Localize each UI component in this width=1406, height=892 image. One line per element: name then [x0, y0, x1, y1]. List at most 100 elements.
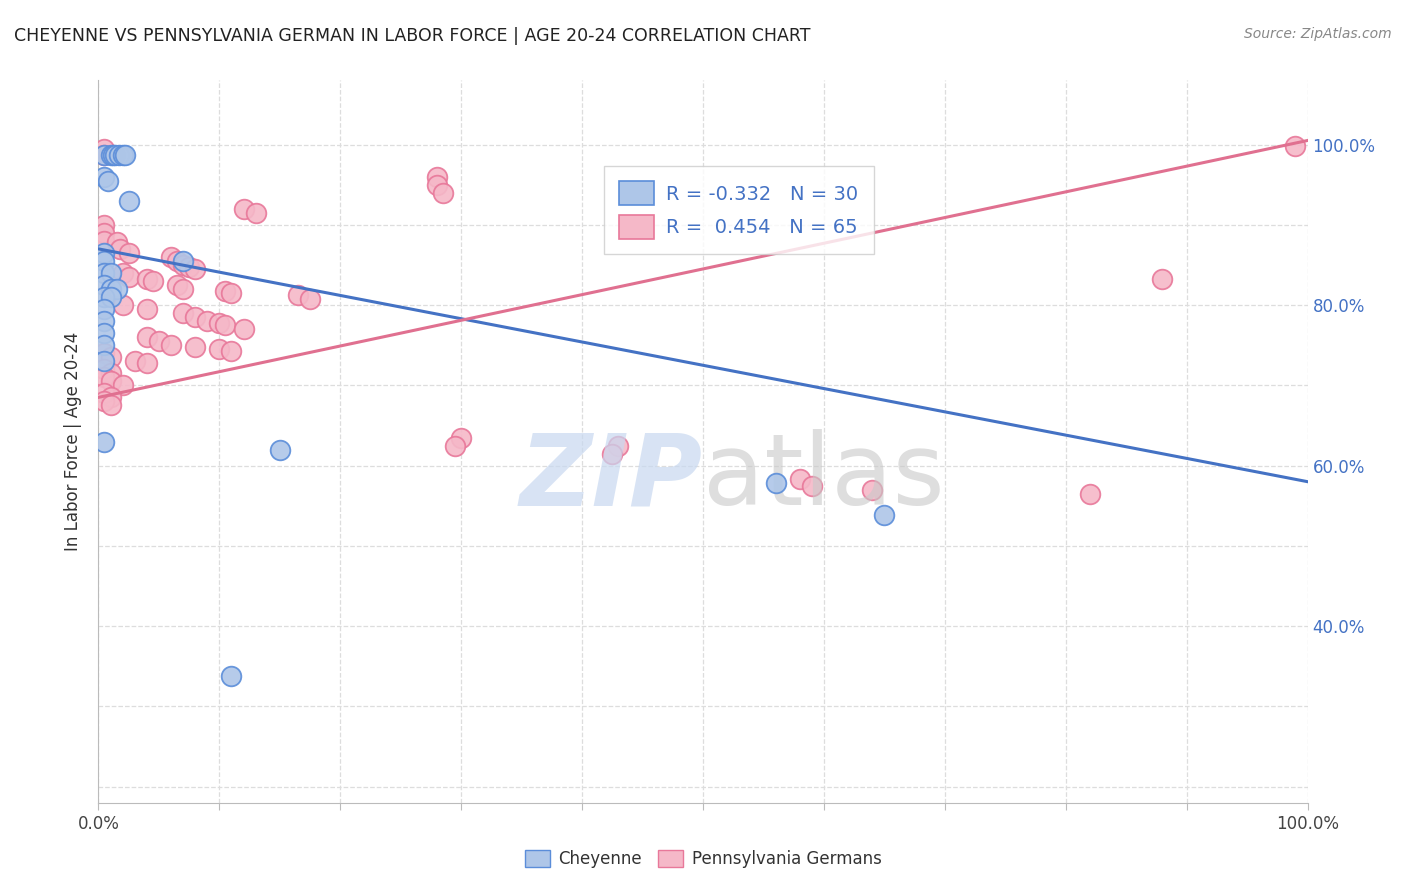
Point [184, 310, 207, 325]
Point [1284, 139, 1306, 153]
Point [111, 378, 134, 392]
Point [100, 375, 122, 389]
Point [108, 242, 131, 256]
Point [93, 148, 115, 162]
Point [93, 314, 115, 328]
Point [93, 346, 115, 360]
Point [93, 434, 115, 449]
Point [93, 254, 115, 268]
Point [221, 343, 243, 358]
Point [214, 284, 236, 298]
Point [860, 483, 883, 497]
Point [100, 148, 122, 162]
Point [104, 148, 127, 162]
Point [221, 669, 243, 683]
Point [232, 322, 254, 336]
Point [800, 479, 823, 493]
Point [269, 442, 291, 457]
Point [118, 269, 141, 284]
Point [93, 246, 115, 260]
Point [135, 356, 157, 370]
Point [93, 226, 115, 240]
Point [135, 330, 157, 344]
Point [166, 254, 188, 268]
Point [93, 386, 115, 401]
Point [172, 306, 194, 320]
Point [208, 316, 231, 330]
Point [93, 370, 115, 384]
Point [100, 266, 122, 280]
Point [97, 173, 120, 188]
Point [93, 394, 115, 409]
Point [105, 282, 128, 296]
Legend: R = -0.332   N = 30, R =  0.454   N = 65: R = -0.332 N = 30, R = 0.454 N = 65 [605, 166, 873, 254]
Point [100, 398, 122, 412]
Point [232, 202, 254, 216]
Point [160, 338, 183, 352]
Point [1152, 271, 1174, 285]
Point [100, 350, 122, 364]
Point [93, 354, 115, 368]
Point [135, 301, 157, 317]
Point [172, 254, 194, 268]
Point [426, 169, 449, 184]
Point [93, 148, 115, 162]
Point [100, 290, 122, 304]
Point [208, 342, 231, 356]
Point [245, 205, 267, 219]
Point [142, 274, 165, 288]
Point [111, 298, 134, 312]
Y-axis label: In Labor Force | Age 20-24: In Labor Force | Age 20-24 [65, 332, 83, 551]
Point [432, 186, 454, 200]
Point [111, 266, 134, 280]
Point [426, 178, 449, 192]
Point [93, 142, 115, 156]
Point [93, 169, 115, 184]
Point [221, 285, 243, 300]
Point [114, 148, 136, 162]
Point [184, 340, 207, 354]
Point [873, 508, 896, 523]
Point [299, 292, 322, 306]
Point [93, 362, 115, 376]
Point [124, 354, 146, 368]
Point [101, 148, 124, 162]
Point [607, 439, 630, 453]
Text: Source: ZipAtlas.com: Source: ZipAtlas.com [1244, 27, 1392, 41]
Point [172, 258, 194, 272]
Point [100, 391, 122, 405]
Point [93, 326, 115, 341]
Point [93, 234, 115, 248]
Point [179, 260, 201, 274]
Point [148, 334, 170, 349]
Text: ZIP: ZIP [520, 429, 703, 526]
Point [160, 250, 183, 264]
Point [444, 439, 467, 453]
Point [184, 262, 207, 277]
Point [135, 272, 157, 286]
Point [93, 218, 115, 232]
Point [166, 278, 188, 293]
Point [93, 338, 115, 352]
Point [111, 148, 134, 162]
Point [765, 476, 787, 491]
Point [105, 235, 128, 250]
Point [93, 278, 115, 293]
Text: CHEYENNE VS PENNSYLVANIA GERMAN IN LABOR FORCE | AGE 20-24 CORRELATION CHART: CHEYENNE VS PENNSYLVANIA GERMAN IN LABOR… [14, 27, 811, 45]
Point [602, 447, 624, 461]
Point [118, 194, 141, 208]
Point [1078, 487, 1101, 501]
Point [450, 431, 472, 445]
Text: atlas: atlas [703, 429, 945, 526]
Point [789, 472, 811, 486]
Point [93, 301, 115, 317]
Point [100, 366, 122, 380]
Point [118, 246, 141, 260]
Point [195, 314, 218, 328]
Point [214, 318, 236, 333]
Point [93, 290, 115, 304]
Legend: Cheyenne, Pennsylvania Germans: Cheyenne, Pennsylvania Germans [517, 843, 889, 875]
Point [287, 288, 309, 302]
Point [93, 266, 115, 280]
Point [172, 282, 194, 296]
